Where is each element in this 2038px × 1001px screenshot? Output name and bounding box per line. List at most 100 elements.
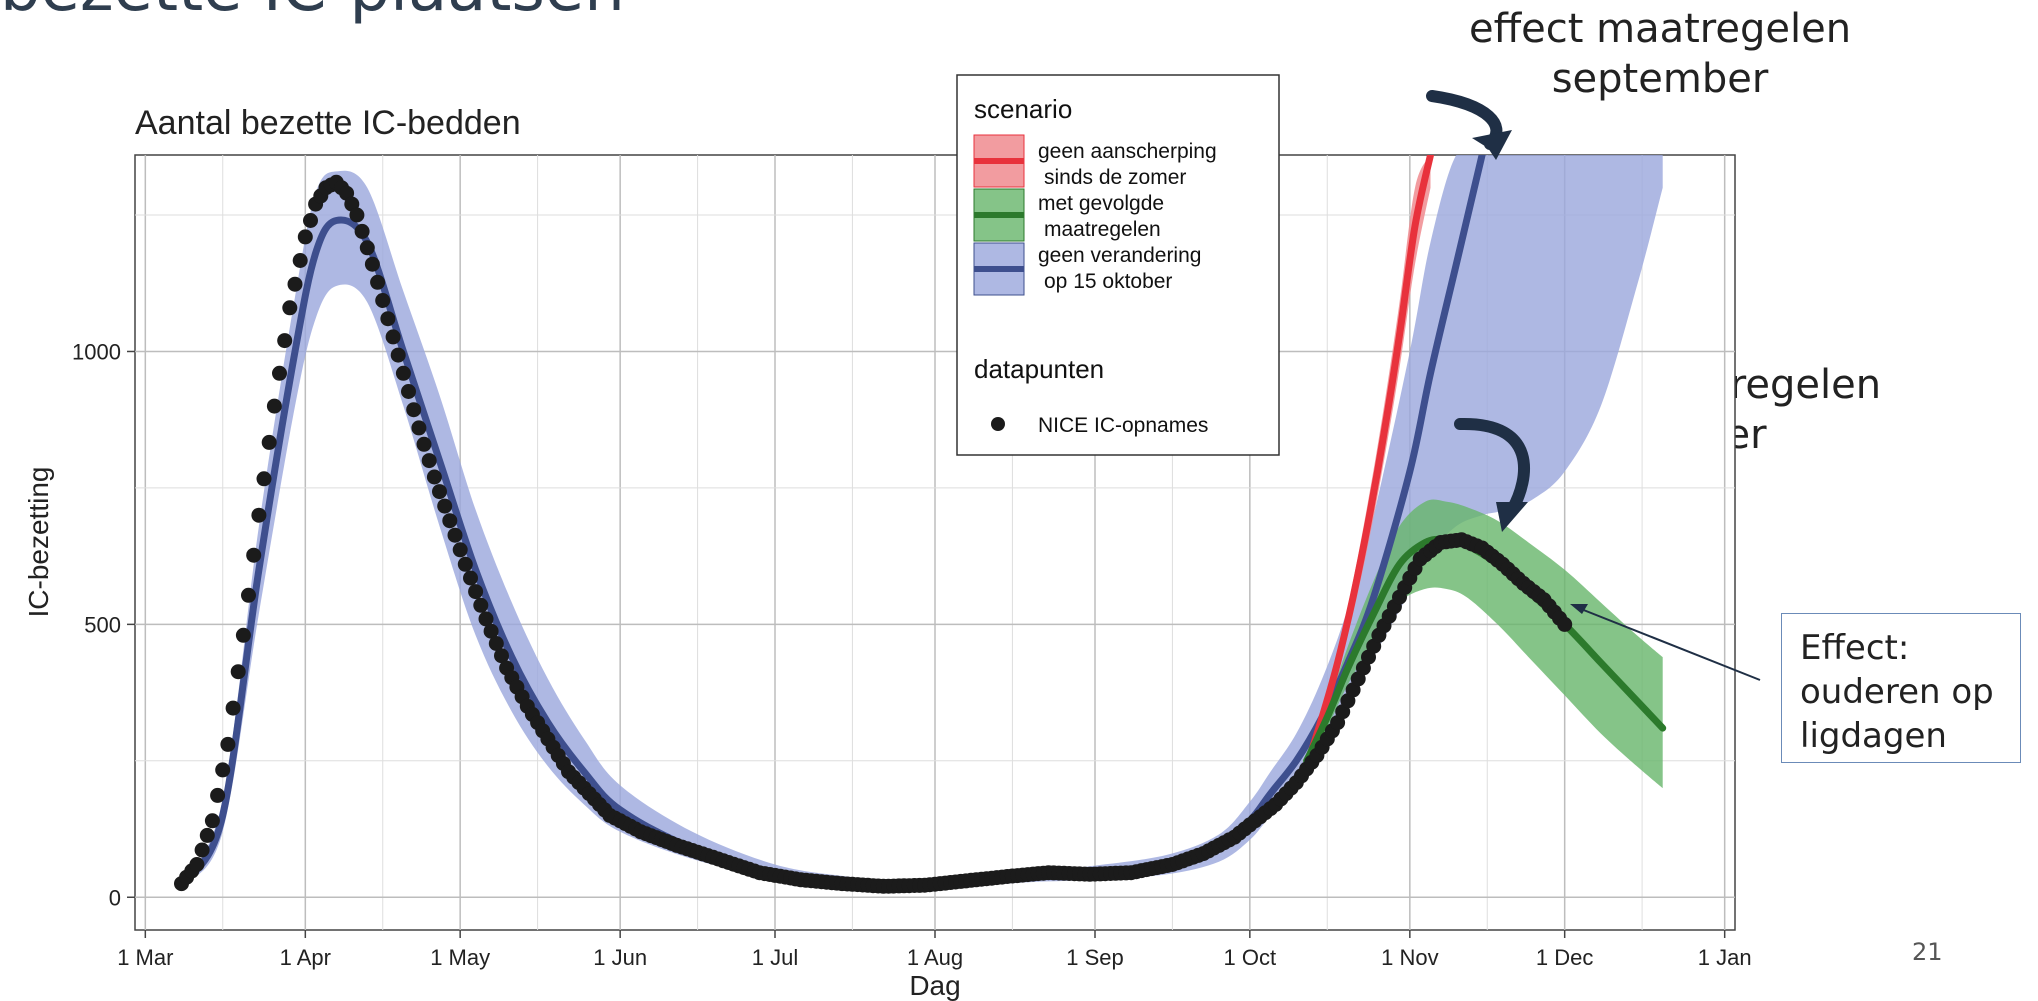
- arrow-september-head: [1472, 130, 1512, 160]
- note-september-line2: september: [1551, 56, 1769, 102]
- datapoint: [1557, 616, 1573, 632]
- legend-point-marker: [991, 417, 1005, 431]
- datapoint: [272, 365, 287, 381]
- datapoint: [406, 402, 422, 418]
- band-blue: [186, 155, 1663, 889]
- datapoint: [251, 507, 267, 523]
- datapoint: [204, 813, 220, 829]
- legend-red-line2: sinds de zomer: [1044, 166, 1186, 189]
- legend-green-line2: maatregelen: [1044, 218, 1161, 241]
- pointer-head: [1570, 604, 1588, 614]
- x-tick-label: 1 May: [430, 945, 490, 970]
- datapoint: [380, 311, 396, 327]
- note-september: effect maatregelen september: [1440, 4, 1880, 104]
- legend-points-title: datapunten: [974, 354, 1104, 384]
- datapoint: [364, 256, 380, 272]
- x-tick-label: 1 Sep: [1066, 945, 1124, 970]
- datapoint: [473, 597, 489, 613]
- datapoint: [447, 527, 463, 543]
- nice-datapoints: [174, 174, 1573, 894]
- x-tick-label: 1 Mar: [117, 945, 173, 970]
- datapoint: [385, 329, 401, 345]
- datapoint: [401, 384, 416, 399]
- datapoint: [189, 857, 205, 872]
- slide-title: bezette IC-plaatsen: [0, 0, 625, 26]
- datapoint: [194, 842, 210, 858]
- datapoint: [220, 736, 236, 752]
- datapoint: [282, 300, 298, 316]
- datapoint: [370, 274, 386, 290]
- datapoint: [432, 484, 447, 500]
- x-tick-label: 1 Jan: [1698, 945, 1752, 970]
- effect-box-line1: Effect:: [1800, 628, 1910, 668]
- datapoint: [354, 223, 370, 239]
- legend-line-red: [974, 158, 1024, 164]
- datapoint: [426, 469, 442, 485]
- datapoint: [261, 434, 277, 450]
- datapoint: [375, 293, 391, 308]
- datapoint: [411, 420, 427, 436]
- datapoint: [266, 398, 282, 414]
- legend-line-green: [974, 212, 1024, 218]
- legend-green-line1: met gevolgde: [1038, 192, 1164, 215]
- legend: scenario geen aanscherping sinds de zome…: [956, 74, 1280, 456]
- datapoint: [452, 542, 468, 558]
- line-red: [1303, 155, 1434, 770]
- annotation-arrows: [1426, 90, 1761, 681]
- axes: 1 Mar 1 Apr 1 May 1 Jun 1 Jul 1 Aug 1 Sep 1 Oct…: [72, 339, 1752, 970]
- datapoint: [287, 276, 303, 292]
- datapoint: [483, 623, 499, 639]
- effect-box-line2: ouderen op: [1800, 672, 1994, 712]
- x-tick-label: 1 Jun: [593, 945, 647, 970]
- datapoint: [297, 229, 313, 245]
- chart-title: Aantal bezette IC-bedden: [135, 104, 521, 142]
- legend-blue-line2: op 15 oktober: [1044, 270, 1172, 293]
- band-red: [1306, 155, 1431, 772]
- datapoint: [241, 587, 256, 603]
- datapoint: [395, 365, 411, 381]
- x-tick-label: 1 Nov: [1381, 945, 1438, 970]
- pointer-line: [1575, 606, 1761, 681]
- datapoint: [494, 648, 509, 664]
- y-tick-label: 0: [109, 885, 121, 910]
- datapoint: [463, 570, 478, 586]
- datapoint: [478, 611, 494, 627]
- effect-box: Effect: ouderen op ligdagen: [1781, 613, 2021, 763]
- x-tick-label: 1 Dec: [1536, 945, 1593, 970]
- datapoint: [421, 453, 437, 469]
- note-september-line1: effect maatregelen: [1468, 6, 1852, 52]
- arrow-october-head: [1496, 502, 1528, 532]
- x-tick-label: 1 Jul: [752, 945, 798, 970]
- datapoint: [488, 636, 504, 651]
- datapoint: [416, 436, 432, 452]
- page-number: 21: [1912, 938, 1943, 966]
- datapoint: [235, 627, 251, 643]
- y-tick-label: 500: [84, 612, 121, 637]
- datapoint: [256, 471, 272, 487]
- datapoint: [349, 207, 365, 223]
- datapoint: [390, 347, 406, 363]
- y-axis-label: IC-bezetting: [23, 467, 54, 618]
- y-tick-label: 1000: [72, 339, 121, 364]
- legend-points-label: NICE IC-opnames: [1038, 414, 1208, 437]
- datapoint: [210, 787, 226, 803]
- datapoint: [199, 827, 215, 843]
- legend-red-line1: geen aanscherping: [1038, 140, 1217, 163]
- arrow-october-icon: [1454, 417, 1530, 516]
- x-axis-label: Dag: [909, 970, 960, 1001]
- x-tick-label: 1 Apr: [280, 945, 331, 970]
- datapoint: [437, 498, 453, 514]
- datapoint: [277, 333, 293, 349]
- datapoint: [225, 700, 241, 716]
- x-tick-label: 1 Oct: [1224, 945, 1277, 970]
- datapoint: [442, 513, 458, 529]
- datapoint: [292, 253, 308, 268]
- datapoint: [303, 213, 318, 228]
- datapoint: [457, 556, 473, 572]
- datapoint: [230, 664, 246, 680]
- datapoint: [468, 584, 484, 600]
- datapoint: [246, 547, 262, 563]
- legend-scenario-title: scenario: [974, 94, 1072, 124]
- datapoint: [215, 762, 231, 778]
